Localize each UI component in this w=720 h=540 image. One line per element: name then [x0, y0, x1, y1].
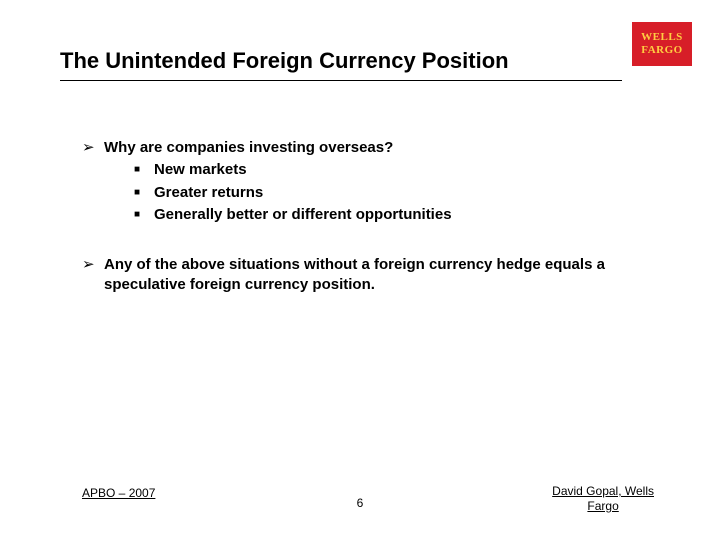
bullet-item-1: ➢ Why are companies investing overseas? — [82, 138, 660, 158]
sub-item-text: Generally better or different opportunit… — [154, 205, 452, 225]
arrow-bullet-icon: ➢ — [82, 138, 104, 158]
sub-item: ■ Generally better or different opportun… — [134, 205, 660, 225]
square-bullet-icon: ■ — [134, 183, 154, 202]
sub-item-text: Greater returns — [154, 183, 263, 203]
bullet-1-text: Why are companies investing overseas? — [104, 138, 393, 158]
footer-right-line1: David Gopal, Wells — [552, 484, 654, 498]
page-number: 6 — [357, 496, 364, 510]
footer-right-line2: Fargo — [587, 499, 618, 513]
wells-fargo-logo: WELLS FARGO — [632, 22, 692, 66]
content-area: ➢ Why are companies investing overseas? … — [82, 138, 660, 298]
arrow-bullet-icon: ➢ — [82, 255, 104, 275]
page-title: The Unintended Foreign Currency Position — [60, 48, 622, 80]
square-bullet-icon: ■ — [134, 205, 154, 224]
logo-line1: WELLS — [641, 31, 683, 44]
sub-list-1: ■ New markets ■ Greater returns ■ Genera… — [134, 160, 660, 225]
sub-item: ■ New markets — [134, 160, 660, 180]
bullet-item-2: ➢ Any of the above situations without a … — [82, 255, 660, 296]
footer: APBO – 2007 6 David Gopal, Wells Fargo — [0, 478, 720, 518]
footer-left: APBO – 2007 — [82, 486, 155, 500]
sub-item-text: New markets — [154, 160, 247, 180]
title-area: The Unintended Foreign Currency Position — [60, 48, 622, 81]
logo-line2: FARGO — [641, 44, 682, 57]
sub-item: ■ Greater returns — [134, 183, 660, 203]
square-bullet-icon: ■ — [134, 160, 154, 179]
footer-right: David Gopal, Wells Fargo — [552, 484, 654, 514]
bullet-2-text: Any of the above situations without a fo… — [104, 255, 660, 296]
title-underline — [60, 80, 622, 81]
